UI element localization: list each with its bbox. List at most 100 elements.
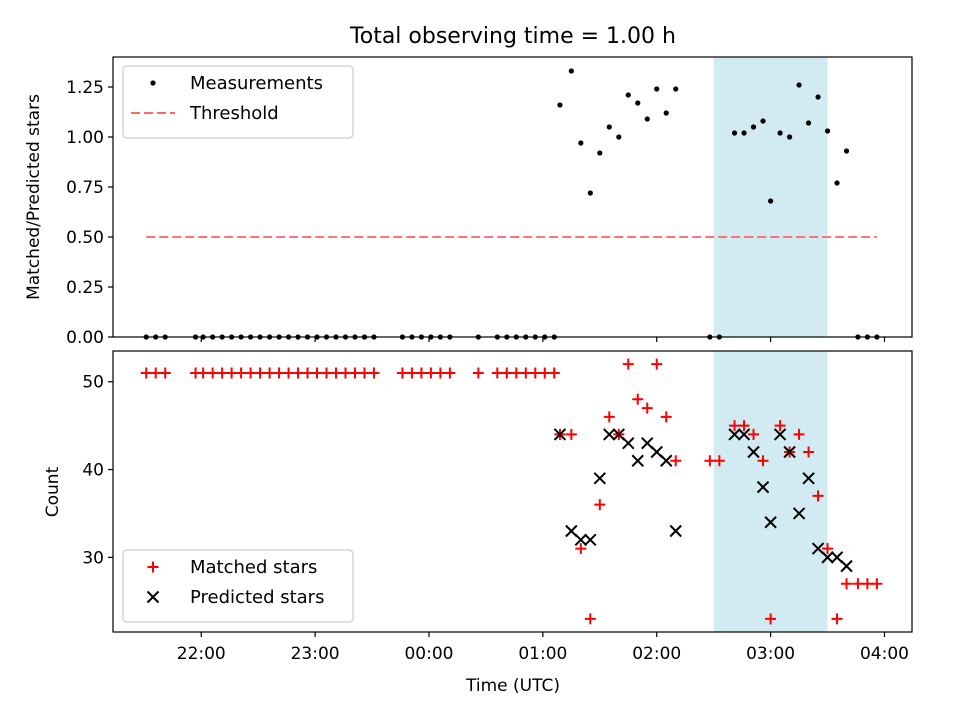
matched-star-point [406, 367, 418, 379]
measurement-point [815, 94, 821, 100]
predicted-star-point [631, 454, 644, 467]
bottom-legend: Matched stars Predicted stars [122, 549, 354, 623]
matched-star-point [670, 455, 682, 467]
top-y-axis-label: Matched/Predicted stars [24, 94, 44, 300]
matched-star-point [415, 367, 427, 379]
matched-star-point [822, 543, 834, 555]
matched-star-point [226, 367, 238, 379]
x-tick-label: 04:00 [860, 644, 909, 664]
top-axes-frame [112, 56, 913, 338]
matched-star-point [425, 367, 437, 379]
matched-star-point [748, 428, 760, 440]
matched-star-point [651, 358, 663, 370]
matched-star-point [575, 543, 587, 555]
matched-star-point [660, 411, 672, 423]
y-tick-label: 1.00 [66, 128, 104, 148]
matched-star-point [852, 578, 864, 590]
matched-star-point [283, 367, 295, 379]
measurement-point [796, 82, 802, 88]
chart-title: Total observing time = 1.00 h [349, 24, 676, 49]
measurement-point [768, 198, 774, 204]
predicted-star-point [584, 533, 597, 547]
matched-star-point [803, 446, 815, 458]
matched-star-point [368, 367, 380, 379]
matched-star-point [254, 367, 266, 379]
matched-star-point [434, 367, 446, 379]
matched-star-point [603, 411, 615, 423]
measurement-point [760, 118, 766, 124]
legend-label: Threshold [189, 103, 279, 124]
predicted-star-point [802, 472, 815, 485]
predicted-star-point [773, 428, 787, 441]
measurement-point [741, 130, 747, 136]
bottom-axes-frame [112, 350, 913, 633]
matched-star-point [774, 420, 786, 432]
measurement-point [663, 110, 669, 116]
matched-star-point [159, 367, 171, 379]
matched-star-point [245, 367, 257, 379]
matched-star-point [396, 367, 408, 379]
bottom-series-1 [553, 428, 853, 573]
matched-star-point [302, 367, 314, 379]
matched-star-point [207, 367, 219, 379]
x-tick-label: 02:00 [632, 644, 681, 664]
x-tick-label: 00:00 [404, 644, 453, 664]
matched-star-point [358, 367, 370, 379]
predicted-star-point [553, 428, 567, 441]
measurement-point [557, 102, 563, 108]
measurement-point [805, 120, 812, 126]
matched-star-point [729, 420, 741, 432]
matched-star-point [330, 367, 342, 379]
legend-plus-icon [147, 561, 159, 573]
top-panel: 0.00 0.25 0.50 0.75 1.00 1.25 Measurements Thre… [66, 56, 913, 348]
predicted-star-point [747, 445, 760, 459]
x-tick-label: 01:00 [518, 644, 567, 664]
matched-star-point [841, 578, 853, 590]
y-tick-label: 0.00 [66, 328, 104, 348]
top-legend: Measurements Threshold [122, 65, 354, 139]
matched-star-point [539, 367, 551, 379]
predicted-star-point [821, 551, 834, 564]
predicted-star-point [783, 445, 796, 459]
matched-star-point [311, 367, 323, 379]
measurement-point [616, 134, 622, 140]
matched-star-point [472, 367, 484, 379]
matched-star-point [501, 367, 513, 379]
measurement-point [606, 124, 612, 130]
matched-star-point [321, 367, 333, 379]
bottom-shaded-region [713, 351, 828, 632]
matched-star-point [197, 367, 209, 379]
legend-label: Matched stars [190, 557, 317, 578]
predicted-star-point [792, 507, 806, 520]
legend-dot-icon [150, 80, 156, 86]
matched-star-point [529, 367, 541, 379]
top-shaded-region [713, 57, 828, 337]
x-tick-label: 03:00 [746, 644, 795, 664]
matched-star-point [641, 402, 653, 414]
matched-star-point [150, 367, 162, 379]
predicted-star-point [593, 472, 607, 485]
matched-star-point [510, 367, 522, 379]
measurement-point [578, 140, 584, 146]
matched-star-point [871, 578, 883, 590]
measurement-point [625, 92, 631, 98]
y-tick-label: 40 [82, 461, 104, 481]
measurement-point [786, 134, 793, 140]
predicted-star-point [728, 428, 741, 441]
bottom-panel: 30 40 50 22:00 23:00 00:00 01:00 02:00 03:00 04:0… [82, 350, 913, 664]
matched-star-point [292, 367, 304, 379]
matched-star-point [861, 578, 873, 590]
legend-x-icon [146, 590, 160, 604]
matched-star-point [349, 367, 361, 379]
y-tick-label: 50 [82, 373, 104, 393]
y-tick-label: 0.25 [66, 278, 104, 298]
x-tick-label: 22:00 [177, 644, 226, 664]
matched-star-point [235, 367, 247, 379]
measurement-point [635, 100, 641, 106]
measurement-point [750, 124, 757, 130]
x-axis-label: Time (UTC) [465, 676, 560, 696]
measurement-point [824, 128, 831, 134]
predicted-star-point [660, 454, 673, 467]
predicted-star-point [574, 533, 588, 547]
matched-star-point [594, 499, 606, 511]
